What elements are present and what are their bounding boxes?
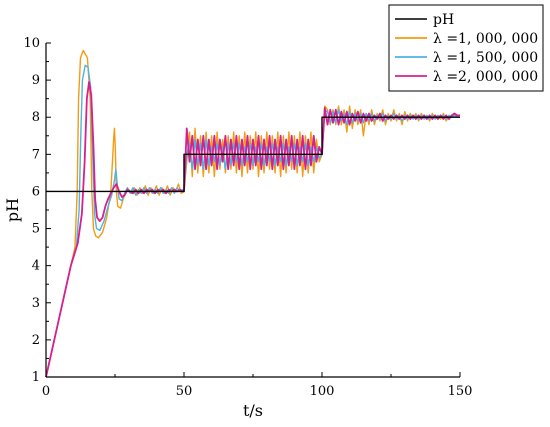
y-tick-label: 5 bbox=[32, 222, 40, 237]
series-line-0 bbox=[46, 116, 460, 193]
legend-label-1: λ =1, 000, 000 bbox=[433, 31, 538, 47]
y-tick-label: 10 bbox=[23, 36, 40, 51]
x-tick-label: 100 bbox=[310, 384, 335, 399]
legend-label-0: pH bbox=[433, 12, 454, 28]
plot-area bbox=[45, 49, 460, 378]
y-tick-label: 7 bbox=[32, 147, 40, 162]
x-tick-label: 150 bbox=[448, 384, 473, 399]
y-tick-label: 8 bbox=[32, 110, 40, 125]
legend: pH λ =1, 000, 000 λ =1, 500, 000 λ =2, 000,… bbox=[388, 4, 544, 92]
y-tick-label: 1 bbox=[32, 370, 40, 385]
y-tick-label: 2 bbox=[32, 333, 40, 348]
legend-label-3: λ =2, 000, 000 bbox=[433, 69, 538, 85]
x-tick-label: 0 bbox=[42, 384, 50, 399]
legend-label-2: λ =1, 500, 000 bbox=[433, 50, 538, 66]
y-tick-label: 9 bbox=[32, 73, 40, 88]
y-tick-label: 3 bbox=[32, 296, 40, 311]
x-tick-label: 50 bbox=[176, 384, 193, 399]
series-line-2 bbox=[45, 64, 460, 378]
x-axis-title: t/s bbox=[243, 401, 263, 420]
y-tick-label: 4 bbox=[32, 259, 40, 274]
y-tick-label: 6 bbox=[32, 184, 40, 199]
series-line-3 bbox=[45, 81, 460, 378]
series-line-1 bbox=[45, 49, 460, 378]
y-axis-title: pH bbox=[3, 198, 22, 222]
